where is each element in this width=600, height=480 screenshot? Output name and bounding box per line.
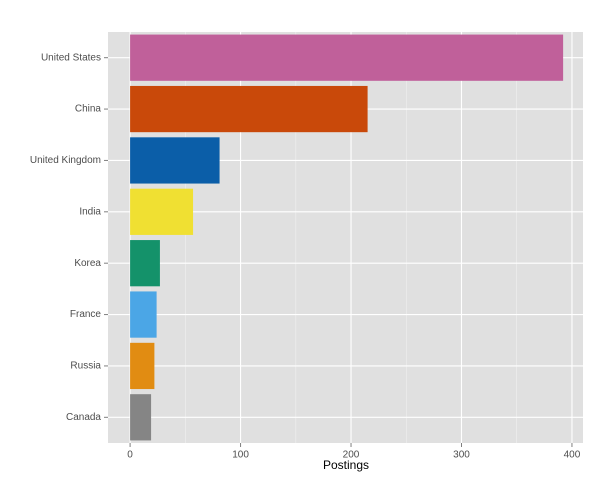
bar xyxy=(130,137,220,184)
bar xyxy=(130,188,194,235)
bar xyxy=(130,85,368,133)
y-tick-label: Korea xyxy=(74,258,101,269)
bar xyxy=(130,291,157,338)
x-axis-label: Postings xyxy=(323,458,369,472)
y-tick-label: United Kingdom xyxy=(30,155,101,166)
y-tick-label: France xyxy=(70,309,102,320)
x-tick-label: 200 xyxy=(343,450,360,461)
bar xyxy=(130,394,152,441)
bar xyxy=(130,240,160,287)
y-tick-label: Russia xyxy=(70,361,101,372)
y-tick-label: China xyxy=(75,104,102,115)
x-tick-label: 100 xyxy=(232,450,249,461)
y-tick-label: United States xyxy=(41,52,101,63)
y-tick-label: Canada xyxy=(66,412,101,423)
x-tick-label: 0 xyxy=(127,450,133,461)
bar xyxy=(130,342,155,390)
bar xyxy=(130,34,564,81)
x-tick-label: 400 xyxy=(564,450,581,461)
y-tick-label: India xyxy=(79,206,101,217)
x-tick-label: 300 xyxy=(453,450,470,461)
